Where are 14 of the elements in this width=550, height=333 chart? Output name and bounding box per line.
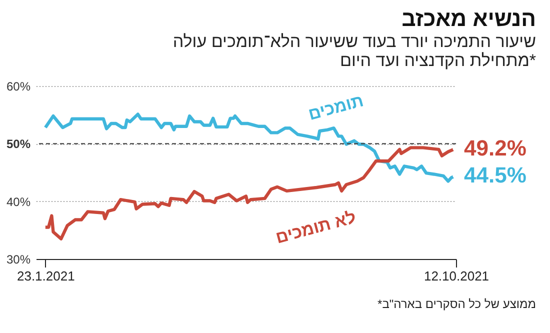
- y-tick-label: 30%: [6, 252, 31, 266]
- y-tick-label: 50%: [6, 137, 31, 152]
- text: שיעור התמיכה יורד בעוד ששיעור הלא־תומכים עולה: [172, 32, 536, 51]
- text: *ממוצע של כל הסקרים בארה"ב: [378, 297, 536, 311]
- data-label: 44.5%: [464, 162, 526, 188]
- y-tick-label: 40%: [6, 194, 31, 209]
- y-tick-label: 60%: [6, 80, 31, 94]
- text: תומכים: [306, 91, 366, 124]
- chart-title: הנשיא מאכזב: [402, 6, 536, 31]
- x-tick-label: 12.10.2021: [424, 268, 490, 284]
- data-label: 49.2%: [464, 135, 526, 160]
- x-tick-label: 23.1.2021: [16, 268, 75, 284]
- text: מתחילת הקדנציה ועד היום*: [340, 51, 536, 70]
- text: לא תומכים: [274, 208, 358, 248]
